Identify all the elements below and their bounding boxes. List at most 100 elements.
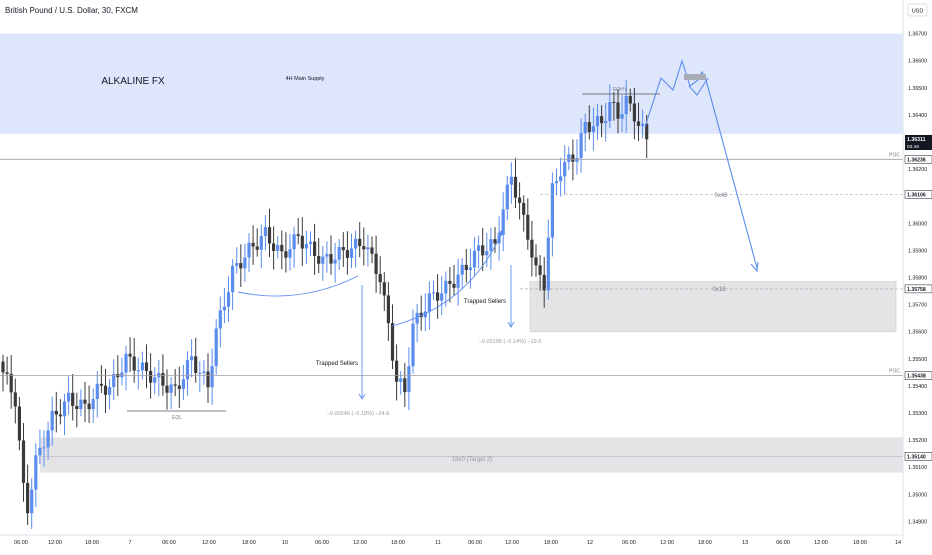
candle-body bbox=[247, 242, 251, 258]
price-tag-box bbox=[904, 371, 932, 380]
time-tick-label: 10 bbox=[282, 540, 288, 546]
candle-body bbox=[255, 246, 259, 250]
candle-body bbox=[546, 237, 550, 291]
price-tag-box bbox=[904, 452, 932, 461]
candle-body bbox=[21, 440, 26, 483]
currency-label: USD bbox=[912, 9, 924, 15]
candle-body bbox=[550, 183, 554, 238]
candle-body bbox=[403, 378, 407, 393]
candle-body bbox=[370, 247, 374, 254]
candle-body bbox=[292, 234, 296, 250]
price-tick-label: 1.36500 bbox=[908, 86, 927, 92]
candle-body bbox=[608, 101, 612, 122]
candle-body bbox=[185, 360, 190, 380]
candle-body bbox=[337, 247, 341, 260]
candle-body bbox=[272, 243, 276, 251]
candle-body bbox=[218, 310, 222, 329]
arc-2-head bbox=[497, 230, 502, 236]
label-0x46: 0x46 bbox=[714, 193, 728, 199]
candle-body bbox=[366, 247, 370, 250]
candle-body bbox=[575, 158, 579, 162]
time-tick-label: 12:00 bbox=[353, 540, 367, 546]
currency-badge[interactable]: USD bbox=[907, 3, 928, 17]
time-tick-label: 18:00 bbox=[698, 540, 712, 546]
candle-body bbox=[325, 254, 329, 257]
target-zone-label: 18x0 (Target 2) bbox=[452, 457, 492, 463]
candle-body bbox=[226, 292, 231, 307]
measure-arrow-2-head bbox=[507, 321, 515, 328]
candle-body bbox=[235, 263, 239, 266]
candle-body bbox=[231, 265, 235, 293]
candle-body bbox=[620, 114, 624, 119]
candle-body bbox=[513, 176, 518, 198]
candle-body bbox=[632, 103, 636, 122]
price-tag-box bbox=[904, 155, 932, 164]
candle-body bbox=[542, 274, 546, 291]
candle-body bbox=[308, 241, 313, 244]
candle-body bbox=[571, 154, 575, 162]
candle-body bbox=[538, 265, 542, 275]
candle-body bbox=[136, 370, 140, 372]
candle-body bbox=[280, 244, 284, 252]
eql-label: EQL bbox=[172, 415, 182, 421]
candle-body bbox=[267, 227, 272, 244]
candle-body bbox=[259, 236, 263, 250]
candle-body bbox=[58, 414, 62, 417]
candle-body bbox=[440, 293, 444, 301]
candle-body bbox=[624, 95, 628, 115]
candle-body bbox=[411, 323, 415, 367]
target-zone bbox=[40, 437, 903, 473]
brand-label: ALKALINE FX bbox=[101, 76, 165, 87]
price-tag-box bbox=[904, 190, 932, 199]
poc-label: POC bbox=[889, 369, 900, 375]
candle-body bbox=[95, 383, 99, 399]
candle-body bbox=[313, 241, 317, 257]
candle-body bbox=[456, 274, 460, 288]
candle-body bbox=[206, 371, 210, 388]
candle-body bbox=[431, 292, 436, 294]
time-tick-label: 11 bbox=[435, 540, 441, 546]
candle-body bbox=[329, 254, 333, 264]
candle-body bbox=[362, 246, 366, 250]
time-tick-label: 18:00 bbox=[853, 540, 867, 546]
time-tick-label: 14 bbox=[895, 540, 901, 546]
candle-body bbox=[194, 356, 198, 374]
candle-body bbox=[13, 392, 17, 407]
price-tick-label: 1.36400 bbox=[908, 113, 927, 119]
candle-body bbox=[399, 378, 403, 382]
candle-body bbox=[345, 250, 349, 258]
candle-body bbox=[190, 356, 194, 361]
candle-body bbox=[5, 372, 9, 374]
candle-body bbox=[1, 361, 5, 373]
candle-body bbox=[452, 283, 456, 288]
candle-body bbox=[395, 360, 399, 382]
candle-body bbox=[140, 362, 144, 371]
price-tick-label: 1.35600 bbox=[908, 330, 927, 336]
trapped-sellers-label-1: Trapped Sellers bbox=[316, 361, 358, 367]
candle-body bbox=[554, 181, 559, 184]
candle-body bbox=[530, 239, 534, 258]
candle-body bbox=[304, 243, 308, 249]
candle-body bbox=[79, 399, 83, 410]
time-tick-label: 12:00 bbox=[505, 540, 519, 546]
candle-body bbox=[436, 292, 440, 301]
candle-body bbox=[641, 123, 645, 126]
price-tick-label: 1.34900 bbox=[908, 519, 927, 525]
time-tick-label: 18:00 bbox=[544, 540, 558, 546]
candle-body bbox=[144, 362, 149, 371]
candle-body bbox=[108, 386, 112, 395]
candle-body bbox=[317, 256, 321, 264]
candle-body bbox=[34, 455, 38, 490]
candle-body bbox=[165, 385, 169, 393]
candle-body bbox=[83, 399, 87, 404]
candle-body bbox=[583, 122, 587, 134]
arc-1 bbox=[237, 275, 359, 297]
candle-body bbox=[616, 102, 620, 119]
price-tick-label: 1.35400 bbox=[908, 384, 927, 390]
arc-2 bbox=[391, 231, 503, 327]
candle-body bbox=[501, 209, 505, 235]
candle-body bbox=[587, 122, 591, 133]
candle-body bbox=[386, 295, 390, 324]
